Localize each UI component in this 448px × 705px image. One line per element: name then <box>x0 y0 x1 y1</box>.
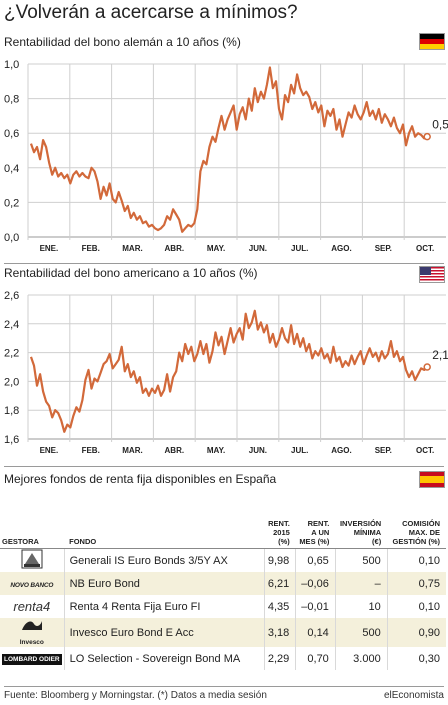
novo-banco-logo-icon: NOVO BANCO <box>0 572 65 595</box>
y-tick-label: 2,6 <box>4 290 19 302</box>
brand-label: elEconomista <box>383 690 444 701</box>
header-fondo: FONDO <box>64 519 265 549</box>
germany-flag-icon <box>419 33 445 50</box>
x-tick-label: SEP. <box>375 244 392 253</box>
y-tick-label: 0,2 <box>4 197 19 209</box>
fund-name: Generali IS Euro Bonds 3/5Y AX <box>63 548 265 572</box>
fund-name: NB Euro Bond <box>63 572 265 595</box>
usa-flag-icon <box>419 266 445 283</box>
divider <box>4 263 444 264</box>
y-tick-label: 0,6 <box>4 128 19 140</box>
table-header-row: GESTORA FONDO RENT. 2015 (%) RENT. A UN MES … <box>0 519 446 549</box>
funds-section-title: Mejores fondos de renta fija disponibles… <box>4 472 277 486</box>
usa-bond-chart: 2,6 2,4 2,2 2,0 1,8 1,6 ENE. FEB. MAR. ABR. MAY. JU… <box>4 290 448 455</box>
fund-comision: 0,90 <box>386 618 446 647</box>
fund-rent-mes: –0,01 <box>295 595 336 618</box>
x-tick-label: JUL. <box>291 244 308 253</box>
fund-name: LO Selection - Sovereign Bond MA <box>63 647 265 670</box>
table-row: NOVO BANCO NB Euro Bond 6,21 –0,06 – 0,7… <box>0 572 446 595</box>
chart-title-usa: Rentabilidad del bono americano a 10 año… <box>4 266 258 280</box>
fund-rent-mes: 0,65 <box>295 548 336 572</box>
x-tick-label: MAY. <box>207 446 225 455</box>
fund-comision: 0,30 <box>386 647 446 670</box>
fund-inversion: – <box>334 572 388 595</box>
x-tick-label: FEB. <box>82 244 100 253</box>
funds-table: GESTORA FONDO RENT. 2015 (%) RENT. A UN MES … <box>0 519 446 670</box>
table-row: renta4 Renta 4 Renta Fija Euro FI 4,35 –… <box>0 595 446 618</box>
x-tick-label: MAR. <box>122 446 142 455</box>
header-comision: COMISIÓN MAX. DE GESTIÓN (%) <box>387 519 446 549</box>
y-tick-label: 2,0 <box>4 376 19 388</box>
x-tick-label: MAY. <box>207 244 225 253</box>
y-tick-label: 2,2 <box>4 348 19 360</box>
x-tick-label: ENE. <box>40 244 59 253</box>
fund-inversion: 500 <box>334 618 388 647</box>
fund-rent-2015: 4,35 <box>264 595 296 618</box>
x-tick-label: SEP. <box>375 446 392 455</box>
fund-inversion: 3.000 <box>334 647 388 670</box>
header-rent-2015: RENT. 2015 (%) <box>264 519 296 549</box>
last-value-marker <box>423 132 431 141</box>
invesco-logo-icon: Invesco <box>0 618 65 647</box>
last-value-label: 0,58 <box>432 118 448 132</box>
y-tick-label: 0,8 <box>4 94 19 106</box>
header-gestora: GESTORA <box>0 519 65 549</box>
divider <box>4 466 444 467</box>
x-tick-label: ABR. <box>165 446 185 455</box>
x-tick-label: OCT. <box>416 244 434 253</box>
x-tick-label: OCT. <box>416 446 434 455</box>
fund-rent-2015: 6,21 <box>264 572 296 595</box>
fund-rent-mes: 0,14 <box>295 618 336 647</box>
divider <box>4 686 444 687</box>
fund-name: Renta 4 Renta Fija Euro FI <box>63 595 265 618</box>
series-line <box>29 309 428 433</box>
germany-bond-chart: 1,0 0,8 0,6 0,4 0,2 0,0 ENE. FEB. MAR. ABR. MAY. JU… <box>4 59 448 253</box>
source-note: Fuente: Bloomberg y Morningstar. (*) Dat… <box>4 690 267 701</box>
x-tick-label: AGO. <box>331 446 351 455</box>
x-tick-label: JUN. <box>249 446 267 455</box>
fund-name: Invesco Euro Bond E Acc <box>63 618 265 647</box>
header-inversion: INVERSIÓN MÍNIMA (€) <box>335 519 388 549</box>
fund-rent-2015: 3,18 <box>264 618 296 647</box>
y-tick-label: 1,8 <box>4 405 19 417</box>
fund-comision: 0,10 <box>386 548 446 572</box>
x-tick-label: FEB. <box>82 446 100 455</box>
x-tick-label: AGO. <box>331 244 351 253</box>
chart-title-germany: Rentabilidad del bono alemán a 10 años (… <box>4 35 241 49</box>
fund-comision: 0,75 <box>386 572 446 595</box>
generali-logo-icon <box>0 548 65 572</box>
series-line <box>29 66 428 233</box>
spain-flag-icon <box>419 471 445 488</box>
y-tick-label: 1,6 <box>4 434 19 446</box>
last-value-label: 2,10* <box>432 348 448 362</box>
table-row: Invesco Invesco Euro Bond E Acc 3,18 0,1… <box>0 618 446 647</box>
page-title: ¿Volverán a acercarse a mínimos? <box>4 2 298 23</box>
y-tick-label: 2,4 <box>4 319 19 331</box>
y-tick-label: 1,0 <box>4 59 19 71</box>
renta4-logo-icon: renta4 <box>0 595 65 618</box>
y-tick-label: 0,4 <box>4 163 19 175</box>
x-tick-label: JUL. <box>291 446 308 455</box>
last-value-marker <box>423 363 431 371</box>
fund-rent-2015: 9,98 <box>264 548 296 572</box>
x-tick-label: ENE. <box>40 446 59 455</box>
header-rent-mes: RENT. A UN MES (%) <box>295 519 336 549</box>
fund-rent-2015: 2,29 <box>264 647 296 670</box>
table-row: LOMBARD ODIER LO Selection - Sovereign B… <box>0 647 446 670</box>
y-tick-label: 0,0 <box>4 232 19 244</box>
x-tick-label: MAR. <box>122 244 142 253</box>
fund-inversion: 10 <box>334 595 388 618</box>
lombard-odier-logo-icon: LOMBARD ODIER <box>0 647 65 670</box>
table-row: Generali IS Euro Bonds 3/5Y AX 9,98 0,65… <box>0 548 446 572</box>
fund-rent-mes: 0,70 <box>295 647 336 670</box>
x-tick-label: JUN. <box>249 244 267 253</box>
x-tick-label: ABR. <box>165 244 185 253</box>
fund-inversion: 500 <box>334 548 388 572</box>
fund-comision: 0,10 <box>386 595 446 618</box>
fund-rent-mes: –0,06 <box>295 572 336 595</box>
